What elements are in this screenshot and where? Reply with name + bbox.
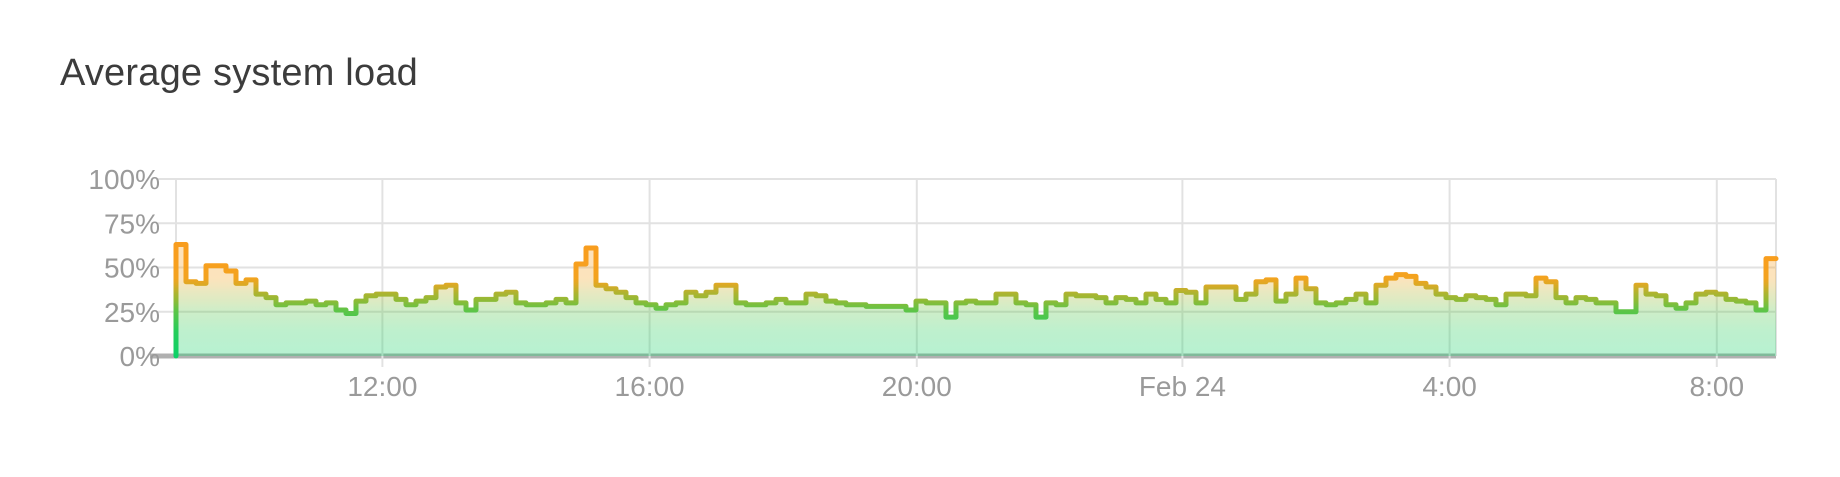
y-axis-tick-label: 100% xyxy=(88,164,160,195)
y-axis-tick-label: 0% xyxy=(120,341,160,372)
y-axis: 100% 75% 50% 25% 0% xyxy=(88,164,160,372)
x-axis-tick-label: Feb 24 xyxy=(1139,371,1226,402)
chart-title: Average system load xyxy=(60,52,418,94)
y-axis-tick-label: 50% xyxy=(104,253,160,284)
x-axis-tick-label: 12:00 xyxy=(347,371,417,402)
x-axis: 12:00 16:00 20:00 Feb 24 4:00 8:00 xyxy=(347,371,1744,402)
step-line xyxy=(173,242,1779,359)
y-axis-tick-label: 25% xyxy=(104,297,160,328)
x-axis-tick-label: 8:00 xyxy=(1690,371,1745,402)
y-axis-tick-label: 75% xyxy=(104,208,160,239)
x-axis-tick-label: 20:00 xyxy=(882,371,952,402)
x-axis-tick-label: 16:00 xyxy=(615,371,685,402)
x-axis-tick-label: 4:00 xyxy=(1422,371,1477,402)
